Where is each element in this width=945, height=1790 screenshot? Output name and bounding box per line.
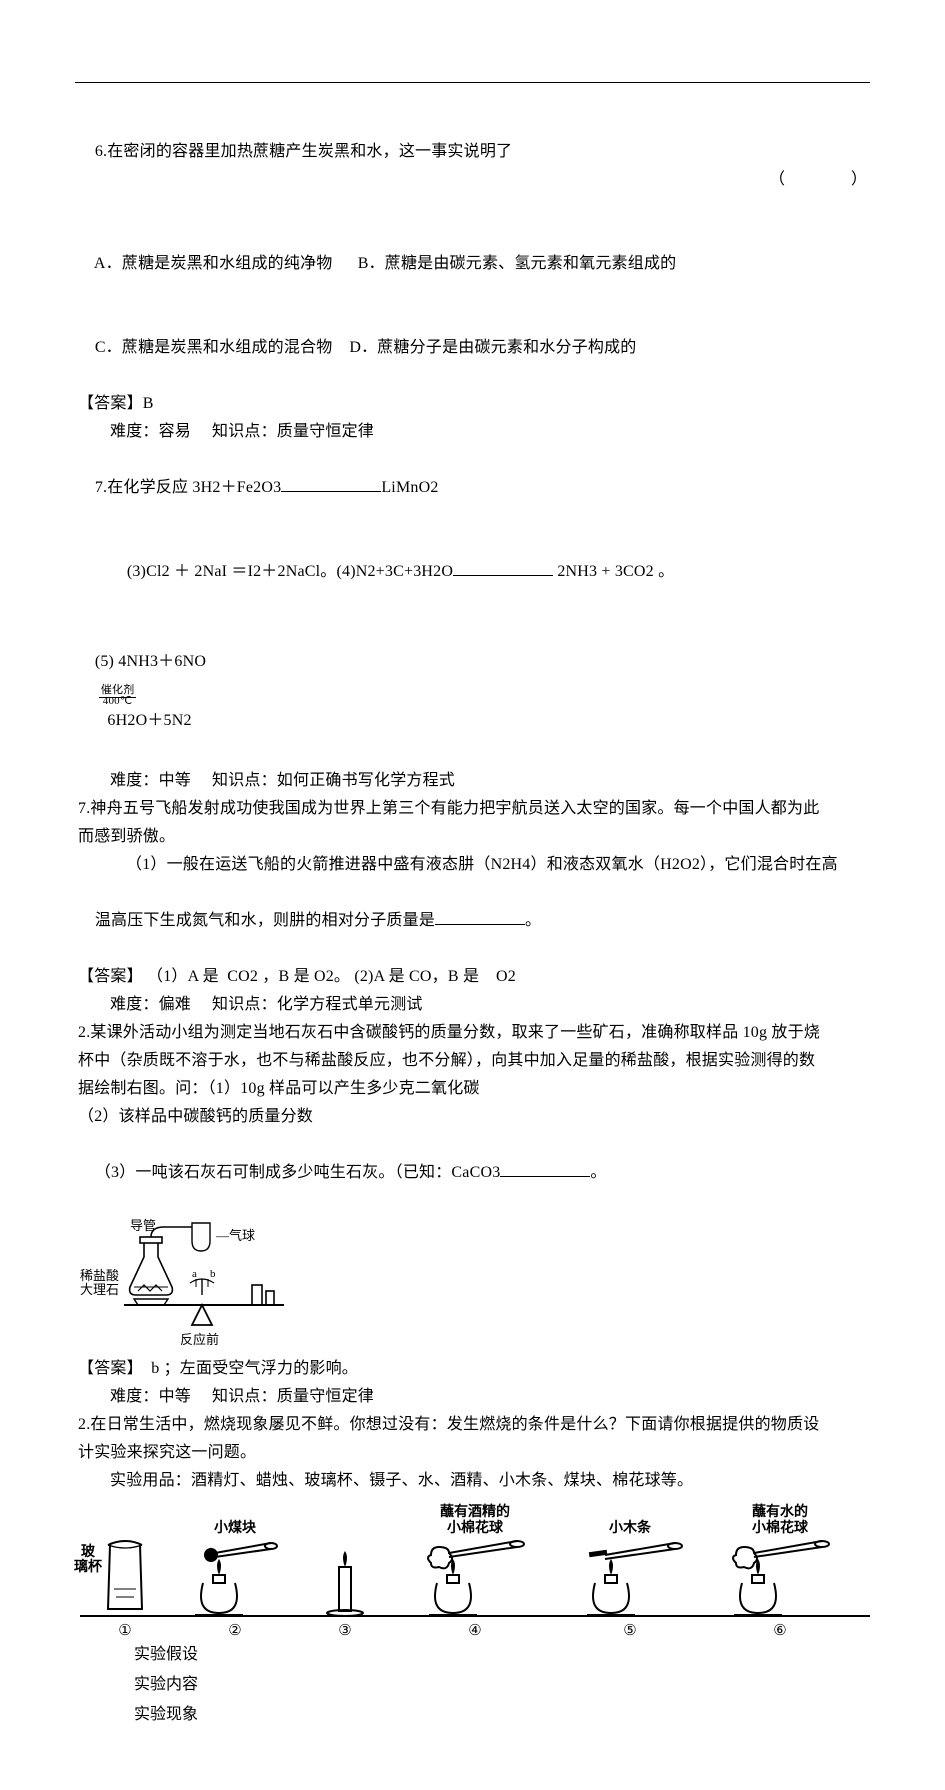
q6-meta: 难度：容易 知识点：质量守恒定律 bbox=[78, 418, 873, 446]
q2b-t2: 实验内容 bbox=[134, 1670, 873, 1700]
caption-meikuai: 小煤块 bbox=[170, 1519, 300, 1535]
q2b-l2: 计实验来探究这一问题。 bbox=[78, 1439, 873, 1467]
q7a-l1a: 7.在化学反应 3H2＋Fe2O3 bbox=[95, 479, 282, 496]
q2b-tail: 实验假设 实验内容 实验现象 bbox=[78, 1640, 873, 1730]
q6-options-cd: C．蔗糖是炭黑和水组成的混合物 D．蔗糖分子是由碳元素和水分子构成的 bbox=[78, 306, 873, 390]
q7a-l3a: (5) 4NH3＋6NO bbox=[95, 653, 206, 670]
q6-optD: D．蔗糖分子是由碳元素和水分子构成的 bbox=[349, 339, 636, 356]
label-dalishi: 大理石 bbox=[80, 1283, 119, 1297]
label-fanyingqian: 反应前 bbox=[180, 1333, 219, 1347]
q2a-answer: 【答案】 b ；左面受空气浮力的影响。 bbox=[78, 1355, 873, 1383]
q2b-t3: 实验现象 bbox=[134, 1700, 873, 1730]
q7b-l4b: 。 bbox=[525, 912, 541, 929]
blank bbox=[281, 477, 381, 492]
q6-options-ab: A．蔗糖是炭黑和水组成的纯净物 B．蔗糖是由碳元素、氢元素和氧元素组成的 bbox=[78, 222, 873, 306]
q2a-meta: 难度：中等 知识点：质量守恒定律 bbox=[78, 1383, 873, 1411]
q6-optA: A．蔗糖是炭黑和水组成的纯净物 bbox=[94, 255, 333, 272]
q7a-l3b: 6H2O＋5N2 bbox=[107, 712, 191, 729]
page: 6.在密闭的容器里加热蔗糖产生炭黑和水，这一事实说明了 （ ） A．蔗糖是炭黑和… bbox=[0, 0, 945, 1790]
q2b-l3: 实验用品：酒精灯、蜡烛、玻璃杯、镊子、水、酒精、小木条、煤块、棉花球等。 bbox=[78, 1467, 873, 1495]
woodstick-lamp-icon bbox=[565, 1539, 695, 1617]
q2b-l1: 2.在日常生活中，燃烧现象屡见不鲜。你想过没有：发生燃烧的条件是什么？下面请你根… bbox=[78, 1411, 873, 1439]
q7b-l3: （1）一般在运送飞船的火箭推进器中盛有液态肼（N2H4）和液态双氧水（H2O2）… bbox=[78, 851, 873, 879]
q7a-meta: 难度：中等 知识点：如何正确书写化学方程式 bbox=[78, 767, 873, 795]
q2a-l1: 2.某课外活动小组为测定当地石灰石中含碳酸钙的质量分数，取来了一些矿石，准确称取… bbox=[78, 1019, 873, 1047]
q7a-l1b: LiMnO2 bbox=[381, 479, 438, 496]
caption-shui: 蘸有水的小棉花球 bbox=[700, 1503, 860, 1535]
q2a-l5: （3）一吨该石灰石可制成多少吨生石灰。（已知：CaCO3 。 bbox=[78, 1131, 873, 1215]
caption-mutiao: 小木条 bbox=[560, 1519, 700, 1535]
alcohol-cotton-lamp-icon bbox=[405, 1539, 545, 1617]
circ-5: ⑤ bbox=[560, 1621, 700, 1640]
q7b-answer: 【答案】 （1）A 是 CO2 ，B 是 O2。 (2)A 是 CO，B 是 O… bbox=[78, 963, 873, 991]
frac-bot: 400℃ bbox=[103, 694, 133, 707]
candle-icon bbox=[315, 1539, 375, 1617]
q6-stem: 6.在密闭的容器里加热蔗糖产生炭黑和水，这一事实说明了 （ ） bbox=[78, 110, 873, 222]
q2a-l5a: （3）一吨该石灰石可制成多少吨生石灰。（已知：CaCO3 bbox=[95, 1164, 501, 1181]
circ-3: ③ bbox=[300, 1621, 390, 1640]
coal-lamp-icon bbox=[175, 1539, 295, 1617]
q7b-l4: 温高压下生成氮气和水，则肼的相对分子质量是 。 bbox=[78, 879, 873, 963]
circ-4: ④ bbox=[390, 1621, 560, 1640]
q6-optC: C．蔗糖是炭黑和水组成的混合物 bbox=[95, 339, 333, 356]
figure-numbers: ① ② ③ ④ ⑤ ⑥ bbox=[80, 1621, 870, 1640]
blank bbox=[453, 561, 553, 576]
circ-6: ⑥ bbox=[700, 1621, 860, 1640]
water-cotton-lamp-icon bbox=[710, 1539, 850, 1617]
q7b-l2: 而感到骄傲。 bbox=[78, 823, 873, 851]
q7a-l2b: 2NH3 + 3CO2 。 bbox=[553, 563, 674, 580]
q2a-l4: （2）该样品中碳酸钙的质量分数 bbox=[78, 1103, 873, 1131]
q6-optB: B．蔗糖是由碳元素、氢元素和氧元素组成的 bbox=[358, 255, 677, 272]
q7a-line2: (3)Cl2 ＋ 2NaI ＝I2＋2NaCl。(4)N2+3C+3H2O 2N… bbox=[78, 530, 873, 614]
q7a-l2a: (3)Cl2 ＋ 2NaI ＝I2＋2NaCl。(4)N2+3C+3H2O bbox=[127, 563, 453, 580]
q7a-line3: (5) 4NH3＋6NO 催化剂400℃ 6H2O＋5N2 bbox=[78, 620, 873, 763]
caption-boli: 玻璃杯 bbox=[74, 1545, 102, 1575]
header-rule bbox=[75, 82, 870, 83]
blank bbox=[500, 1162, 590, 1177]
q2a-l3: 据绘制右图。问：（1）10g 样品可以产生多少克二氧化碳 bbox=[78, 1075, 873, 1103]
blank bbox=[435, 910, 525, 925]
q7b-meta: 难度：偏难 知识点：化学方程式单元测试 bbox=[78, 991, 873, 1019]
q6-stem-text: 6.在密闭的容器里加热蔗糖产生炭黑和水，这一事实说明了 bbox=[95, 143, 512, 160]
q7b-l1: 7.神舟五号飞船发射成功使我国成为世界上第三个有能力把宇航员送入太空的国家。每一… bbox=[78, 795, 873, 823]
q6-answer: 【答案】B bbox=[78, 390, 873, 418]
q2a-l5b: 。 bbox=[590, 1164, 606, 1181]
q7a-line1: 7.在化学反应 3H2＋Fe2O3 LiMnO2 bbox=[78, 446, 873, 530]
fraction-icon: 催化剂400℃ bbox=[95, 685, 141, 707]
svg-text:a: a bbox=[192, 1268, 197, 1280]
q2b-t1: 实验假设 bbox=[134, 1640, 873, 1670]
q2a-l2: 杯中（杂质既不溶于水，也不与稀盐酸反应，也不分解），向其中加入足量的稀盐酸，根据… bbox=[78, 1047, 873, 1075]
circ-1: ① bbox=[80, 1621, 170, 1640]
label-xiyansuan: 稀盐酸 bbox=[80, 1269, 119, 1283]
label-qiqiu: —气球 bbox=[216, 1229, 255, 1243]
figure-six-experiments: 玻璃杯 小煤块 bbox=[80, 1503, 870, 1640]
label-daoguan: 导管 bbox=[130, 1219, 156, 1233]
svg-text:b: b bbox=[210, 1268, 216, 1280]
q7b-l4a: 温高压下生成氮气和水，则肼的相对分子质量是 bbox=[95, 912, 435, 929]
figure-balance: a b 导管 —气球 稀盐酸 大理石 反应前 bbox=[84, 1221, 314, 1351]
q6-paren: （ ） bbox=[769, 166, 873, 194]
circ-2: ② bbox=[170, 1621, 300, 1640]
caption-jiujing: 蘸有酒精的小棉花球 bbox=[390, 1503, 560, 1535]
